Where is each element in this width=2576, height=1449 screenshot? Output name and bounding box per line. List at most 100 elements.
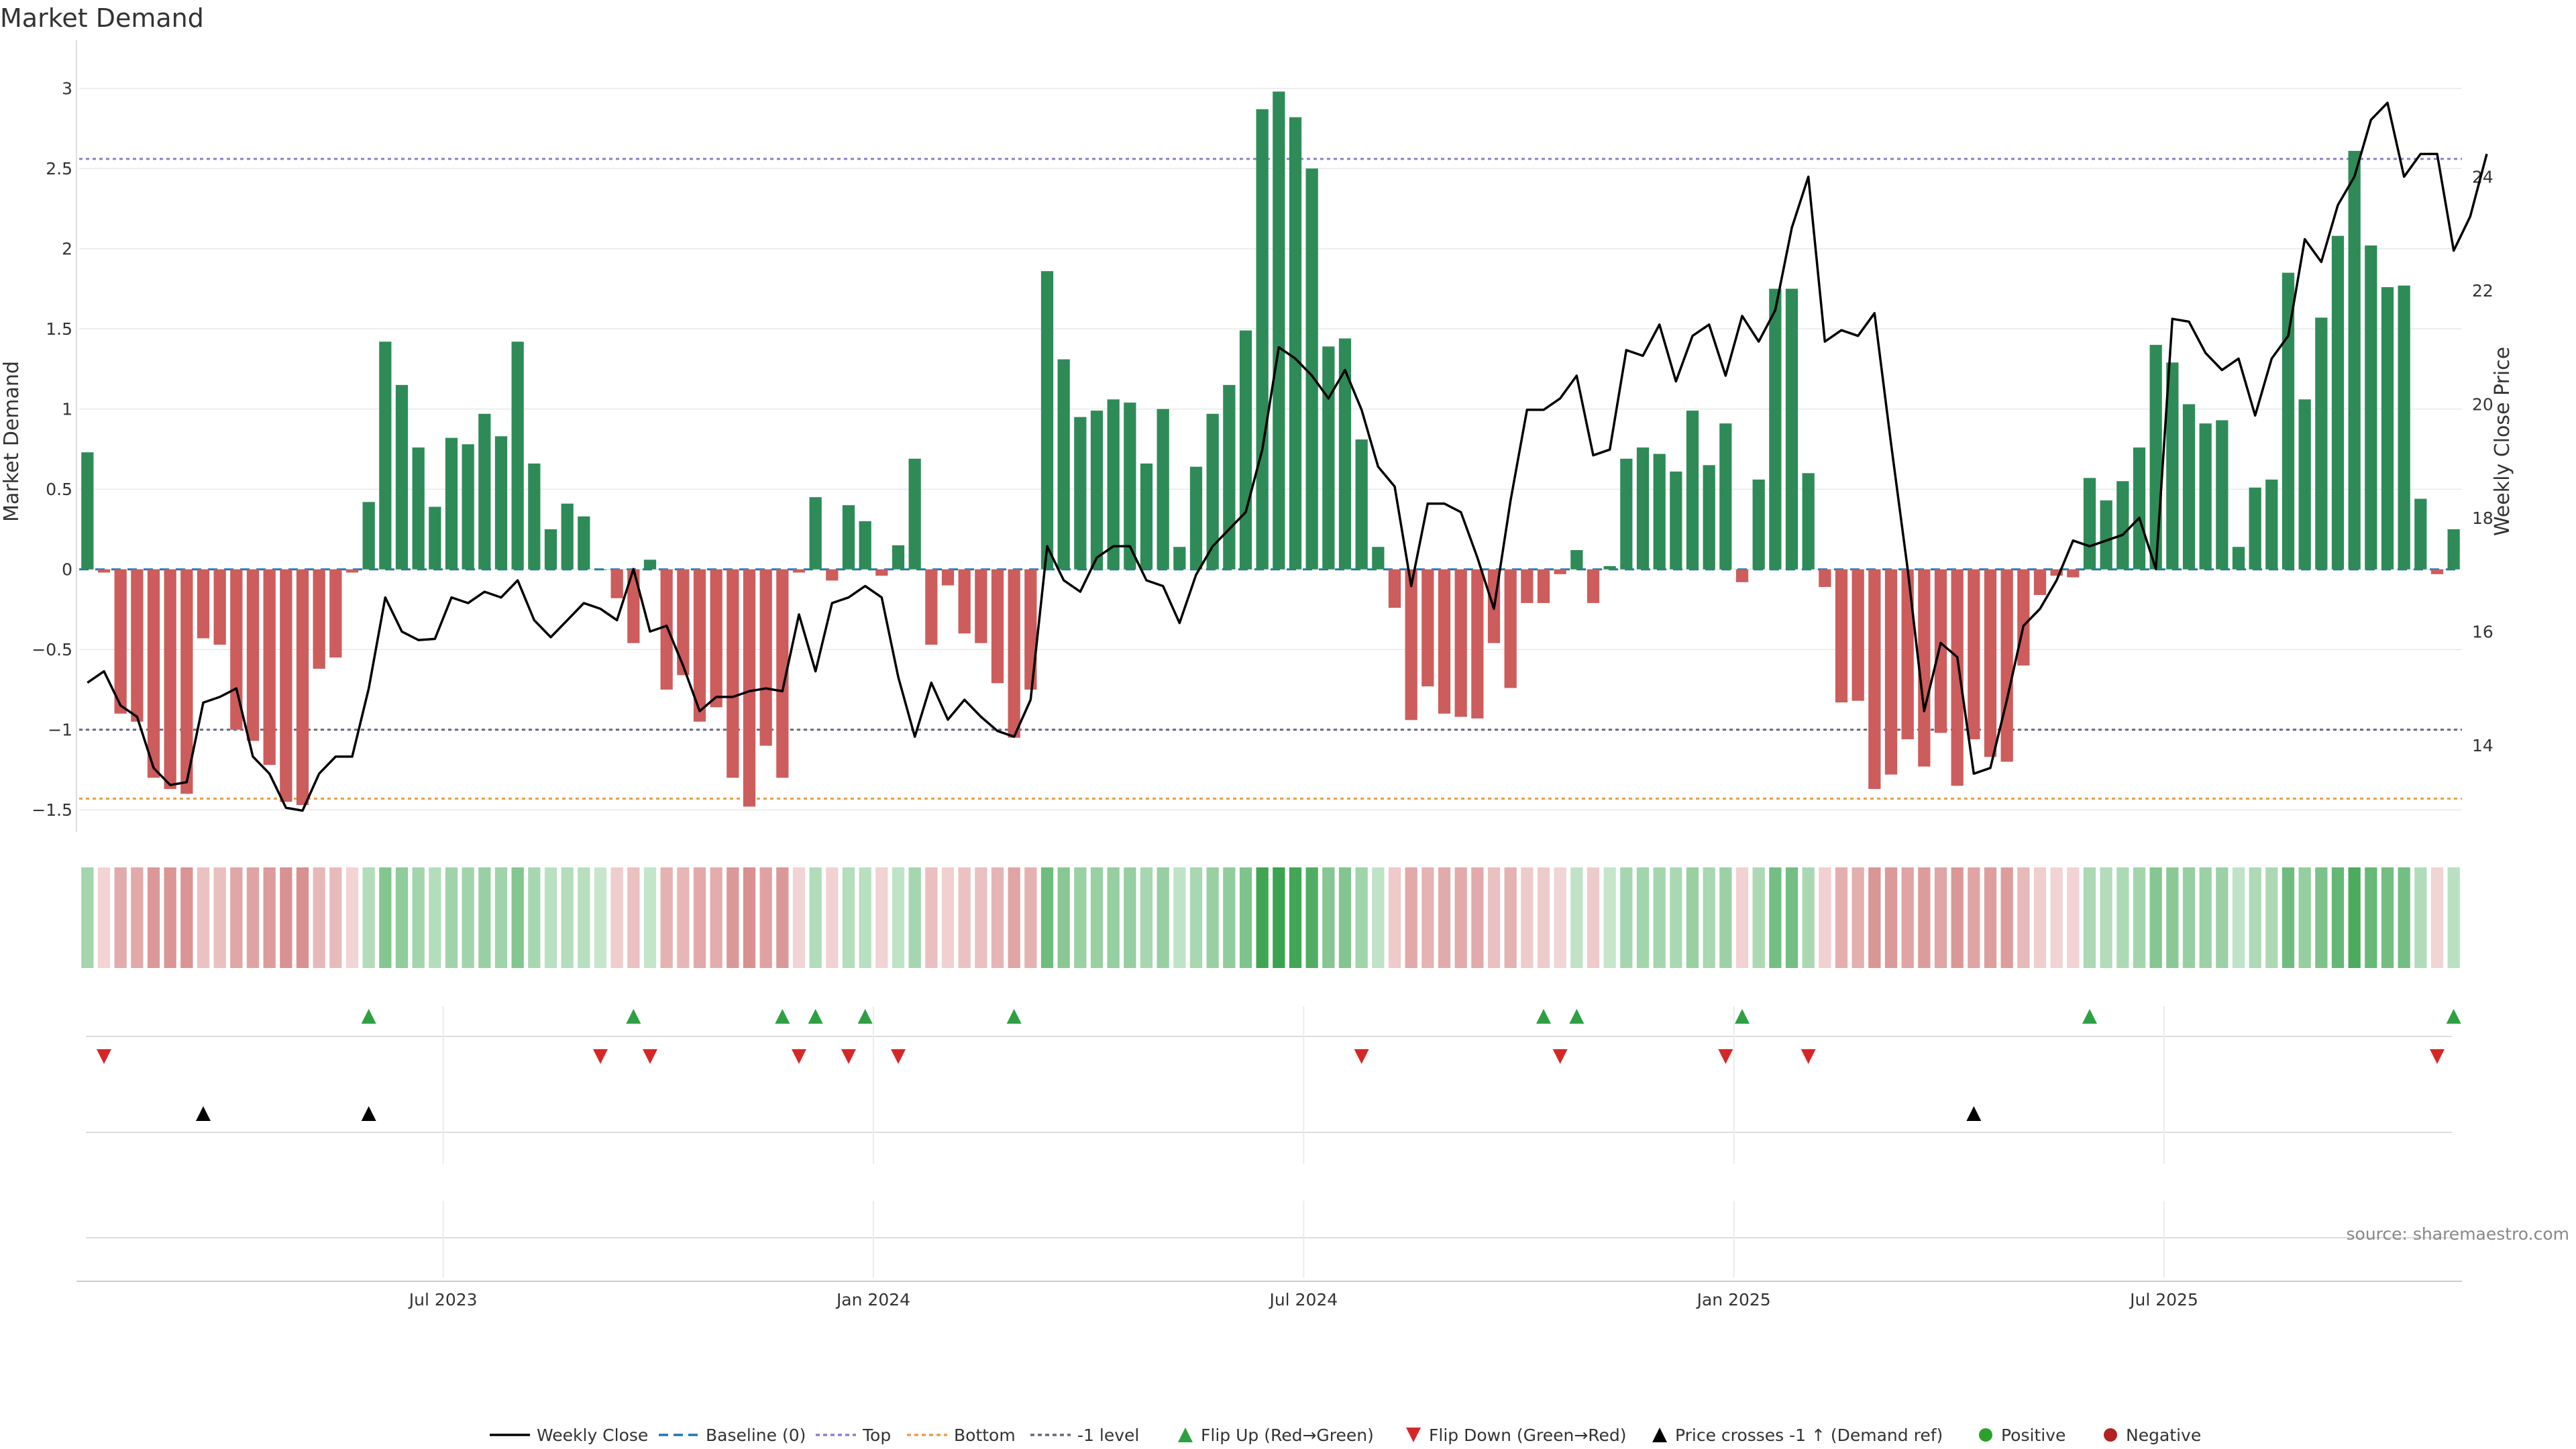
negative-bar <box>792 569 806 573</box>
heat-cell <box>2381 867 2394 968</box>
heat-cell <box>2216 867 2229 968</box>
heat-cell <box>1735 867 1749 968</box>
heat-cell <box>925 867 938 968</box>
positive-bar <box>2298 399 2311 570</box>
legend-label: Weekly Close <box>537 1426 648 1445</box>
heat-cell <box>1157 867 1169 968</box>
heat-cell <box>809 867 822 968</box>
heat-cell <box>213 867 226 968</box>
positive-bar <box>578 516 590 570</box>
gridlines <box>76 40 2462 1282</box>
negative-bar <box>2050 569 2063 576</box>
negative-bar <box>1918 569 1931 767</box>
negative-bar <box>727 569 739 778</box>
negative-bar <box>2017 569 2030 666</box>
y-tick-label: 1.5 <box>46 319 72 339</box>
heat-cell <box>2447 867 2460 968</box>
flip-down-marker <box>593 1049 608 1064</box>
heat-cell <box>1835 867 1848 968</box>
positive-bar <box>643 559 657 570</box>
positive-bar <box>809 497 822 570</box>
legend-label: Negative <box>2126 1426 2201 1445</box>
flip-down-marker <box>891 1049 906 1064</box>
positive-bar <box>2083 478 2096 570</box>
positive-bar <box>1157 409 1169 570</box>
heat-cell <box>1951 867 1964 968</box>
heat-cell <box>2282 867 2295 968</box>
heat-cell <box>1653 867 1666 968</box>
negative-bar <box>826 569 839 581</box>
heat-cell <box>544 867 557 968</box>
negative-bar <box>1454 569 1467 717</box>
negative-bar <box>1388 569 1401 608</box>
heat-cell <box>1752 867 1765 968</box>
positive-bar <box>1338 338 1352 570</box>
y-tick-label: −1.5 <box>32 800 72 820</box>
negative-bar <box>1587 569 1600 603</box>
heat-cell <box>280 867 292 968</box>
heat-cell <box>1984 867 1997 968</box>
legend-swatch <box>2104 1428 2117 1442</box>
positive-bar <box>2232 547 2245 570</box>
negative-bar <box>1504 569 1517 688</box>
heat-cell <box>1189 867 1203 968</box>
heat-cell <box>2100 867 2112 968</box>
heat-cell <box>1024 867 1037 968</box>
positive-bar <box>1322 346 1335 570</box>
price-cross-marker <box>1966 1106 1982 1121</box>
negative-bar <box>1008 569 1020 738</box>
flip-up-marker <box>2082 1009 2097 1024</box>
demand-heat-strip <box>81 867 2460 968</box>
heat-cell <box>1504 867 1517 968</box>
heat-cell <box>1620 867 1633 968</box>
positive-bar <box>1239 330 1252 570</box>
heat-cell <box>892 867 905 968</box>
negative-bar <box>2033 569 2047 595</box>
negative-bar <box>345 569 359 573</box>
heat-cell <box>1107 867 1120 968</box>
heat-cell <box>1587 867 1600 968</box>
heat-cell <box>677 867 690 968</box>
positive-bar <box>2398 285 2410 570</box>
heat-cell <box>743 867 756 968</box>
negative-bar <box>2000 569 2013 762</box>
y2-tick-label: 18 <box>2472 508 2493 528</box>
positive-bar <box>1719 423 1732 570</box>
legend-label: Flip Down (Green→Red) <box>1429 1426 1627 1445</box>
positive-bar <box>1769 288 1782 570</box>
heat-cell <box>1355 867 1368 968</box>
flip-up-marker <box>1536 1009 1551 1024</box>
negative-bar <box>1884 569 1898 775</box>
positive-bar <box>2182 404 2196 570</box>
positive-bar <box>1636 447 1650 570</box>
positive-bar <box>1273 91 1285 570</box>
heat-cell <box>1636 867 1650 968</box>
x-tick-label: Jan 2024 <box>835 1290 910 1309</box>
negative-bar <box>759 569 772 746</box>
y-tick-label: −1 <box>48 720 72 740</box>
y-tick-label: 3 <box>62 79 72 99</box>
heat-cell <box>561 867 574 968</box>
positive-bar <box>2199 423 2212 570</box>
heat-cell <box>1057 867 1070 968</box>
heat-cell <box>1819 867 1831 968</box>
heat-cell <box>1008 867 1020 968</box>
heat-cell <box>1124 867 1136 968</box>
negative-bar <box>1735 569 1749 582</box>
heat-cell <box>131 867 144 968</box>
positive-bar <box>2133 447 2146 570</box>
heat-cell <box>2365 867 2377 968</box>
flip-down-marker <box>1552 1049 1568 1064</box>
heat-cell <box>643 867 657 968</box>
flip-down-marker <box>2430 1049 2445 1064</box>
heat-cell <box>412 867 425 968</box>
negative-bar <box>1819 569 1831 587</box>
positive-bar <box>1703 465 1715 570</box>
heat-cell <box>1090 867 1104 968</box>
positive-bar <box>1223 384 1236 570</box>
demand-bars <box>81 91 2460 807</box>
heat-cell <box>362 867 375 968</box>
positive-bar <box>379 341 392 570</box>
flip-down-marker <box>1718 1049 1733 1064</box>
